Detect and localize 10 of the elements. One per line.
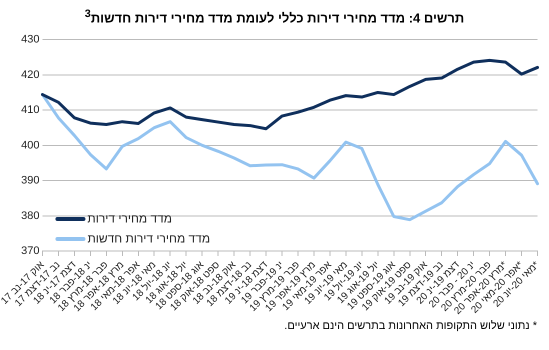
y-tick-label: 370 <box>21 245 40 258</box>
y-tick-label: 430 <box>21 34 40 46</box>
text: * נתוני שלוש התקופות האחרונות בתרשים הינם ארעיים. <box>283 320 538 332</box>
y-tick-label: 410 <box>21 104 40 116</box>
y-tick-label: 420 <box>21 68 40 81</box>
y-tick-label: 400 <box>21 139 40 152</box>
y-tick-label: 390 <box>21 174 40 187</box>
legend-label: מדד מחירי דירות <box>87 211 172 226</box>
legend-label: מדד מחירי דירות חדשות <box>87 231 210 246</box>
y-tick-label: 380 <box>21 210 40 222</box>
